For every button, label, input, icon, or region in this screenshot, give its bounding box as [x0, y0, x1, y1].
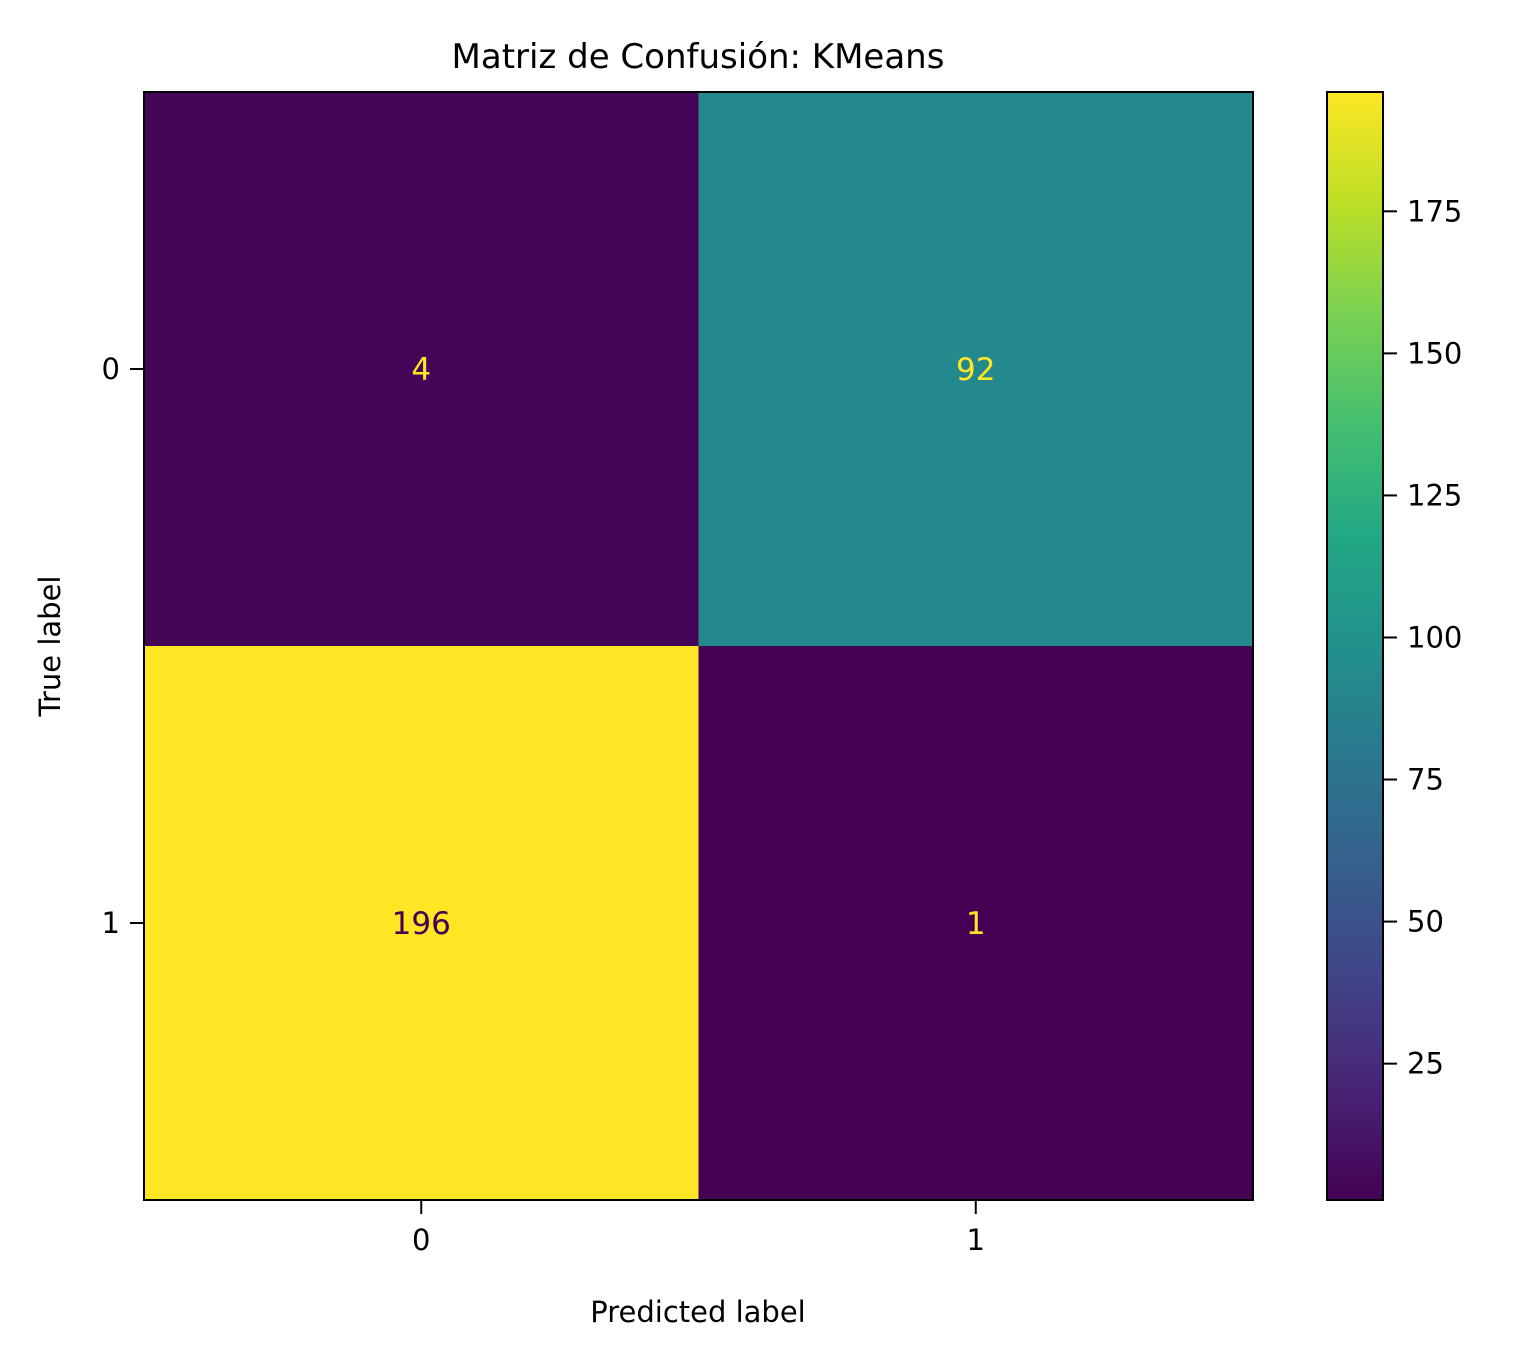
cell-value-0-0: 4 [411, 352, 431, 388]
colorbar-tick-label-3: 100 [1407, 620, 1462, 654]
heatmap-cell-0-0 [144, 92, 699, 647]
heatmap-cell-1-0 [144, 646, 699, 1201]
plot-frame [143, 91, 1254, 1201]
heatmap-cells [144, 92, 1254, 1201]
heatmap-cell-1-1 [698, 646, 1254, 1201]
y-axis-label: True label [33, 576, 67, 718]
y-tick-label-1: 1 [102, 906, 120, 940]
y-axis-ticks: 01 [102, 352, 144, 940]
colorbar-tick-label-4: 125 [1407, 478, 1462, 512]
y-tick-label-0: 0 [102, 352, 120, 386]
cell-value-0-1: 92 [956, 352, 995, 388]
x-tick-label-0: 0 [412, 1223, 430, 1257]
cell-value-labels: 4 92 196 1 [392, 352, 996, 942]
cell-value-1-1: 1 [966, 906, 986, 942]
cell-value-1-0: 196 [392, 906, 451, 942]
colorbar-tick-label-6: 175 [1407, 194, 1462, 228]
x-tick-label-1: 1 [967, 1223, 985, 1257]
colorbar [1326, 91, 1384, 1201]
colorbar-tick-label-5: 150 [1407, 336, 1462, 370]
colorbar-tick-label-1: 50 [1407, 905, 1444, 939]
colorbar-tick-label-2: 75 [1407, 763, 1444, 797]
chart-title: Matriz de Confusión: KMeans [452, 37, 945, 77]
x-axis-label: Predicted label [590, 1295, 806, 1329]
colorbar-tick-label-0: 25 [1407, 1047, 1444, 1081]
heatmap-cell-0-1 [698, 92, 1254, 647]
colorbar-ticks: 25 50 75 100 125 150 175 [1383, 194, 1462, 1081]
